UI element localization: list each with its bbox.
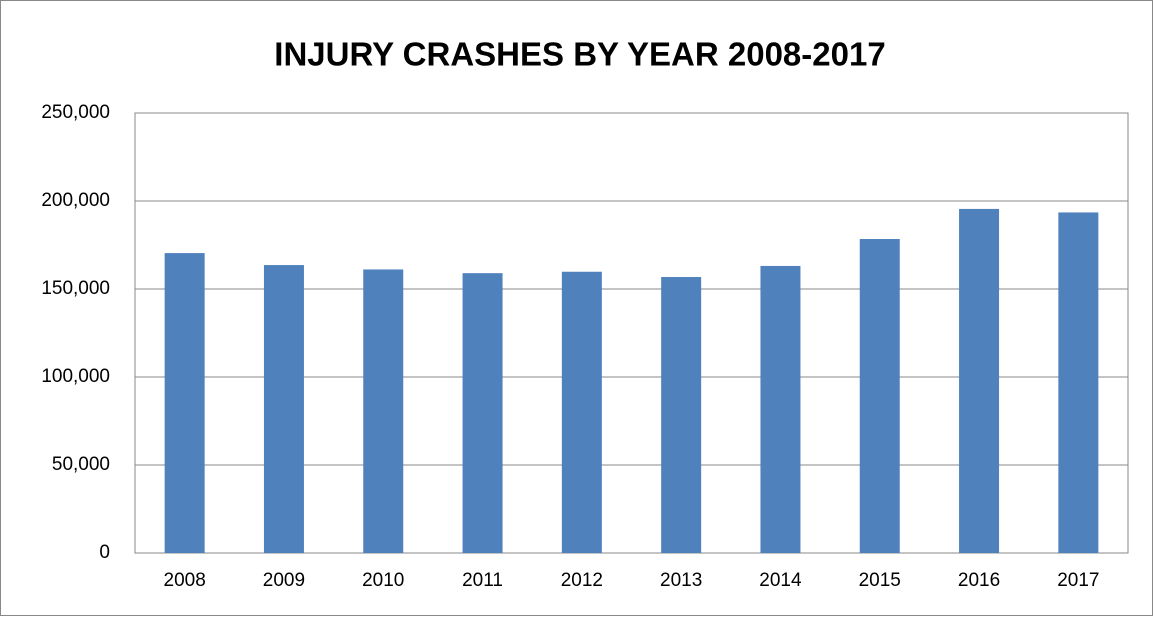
y-tick-label: 250,000 [41,102,110,123]
x-tick-label: 2017 [1057,570,1099,591]
bar [1058,212,1099,553]
x-tick-label: 2015 [859,570,901,591]
bar [263,265,304,553]
y-tick-label: 100,000 [41,366,110,387]
bar [661,277,702,553]
bar [462,273,503,553]
y-tick-label: 200,000 [41,190,110,211]
bar [164,253,205,553]
bar [363,269,404,553]
y-tick-label: 50,000 [52,454,110,475]
x-tick-label: 2013 [660,570,702,591]
x-tick-label: 2009 [263,570,305,591]
x-tick-label: 2011 [462,570,503,591]
y-tick-label: 0 [99,542,110,563]
bar [760,265,801,553]
chart-title: INJURY CRASHES BY YEAR 2008-2017 [274,36,885,73]
bar [859,239,900,554]
x-tick-label: 2016 [958,570,1000,591]
bar [561,271,602,553]
x-tick-label: 2012 [561,570,603,591]
x-tick-label: 2010 [362,570,404,591]
bar [959,208,1000,554]
x-tick-label: 2008 [164,570,206,591]
y-tick-label: 150,000 [41,278,110,299]
x-tick-label: 2014 [759,570,802,591]
